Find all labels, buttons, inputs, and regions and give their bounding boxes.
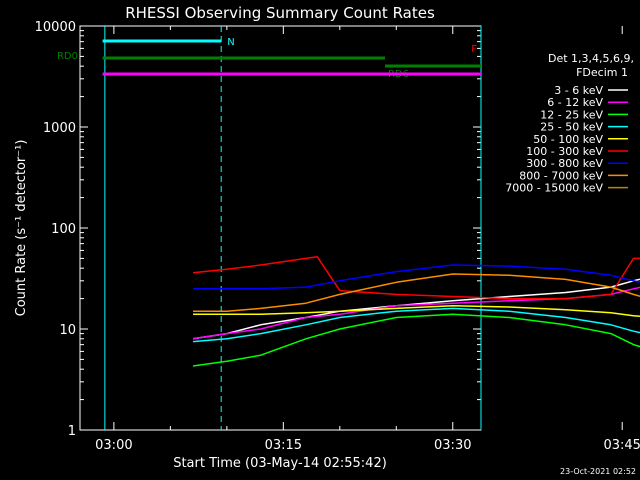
series-line <box>192 286 640 340</box>
y-tick-label: 100 <box>51 222 76 237</box>
legend-entry-label: 25 - 50 keV <box>540 121 603 134</box>
plot-frame <box>79 25 482 431</box>
annotation-bars: NFRD0RD6A1A0 <box>57 37 481 80</box>
annotation-label: F <box>471 44 477 55</box>
series-line <box>193 264 640 290</box>
legend-entry-label: 800 - 7000 keV <box>519 169 603 182</box>
legend-entry-label: 300 - 800 keV <box>526 157 603 170</box>
series-line <box>192 307 640 343</box>
series-line <box>192 255 640 300</box>
legend-entry-label: 6 - 12 keV <box>547 96 603 109</box>
legend-entry-label: 100 - 300 keV <box>526 145 603 158</box>
x-tick-label: 03:00 <box>95 438 132 453</box>
chart-title: RHESSI Observing Summary Count Rates <box>125 4 435 22</box>
x-axis-label: Start Time (03-May-14 02:55:42) <box>173 456 387 471</box>
legend-entry-label: 12 - 25 keV <box>540 108 603 121</box>
legend-title-1: Det 1,3,4,5,6,9, <box>548 52 634 65</box>
x-tick-label: 03:30 <box>434 438 471 453</box>
x-tick-label: 03:15 <box>265 438 302 453</box>
y-tick-label: 10 <box>59 323 76 338</box>
x-tick-label: 03:45 <box>603 438 640 453</box>
series-line <box>193 304 640 318</box>
series-line <box>192 313 640 367</box>
y-axis: 1 10 100 1000 10000 <box>35 20 481 439</box>
vertical-markers <box>104 26 482 430</box>
legend-entry-label: 50 - 100 keV <box>533 133 603 146</box>
annotation-label: RD0 <box>57 51 78 62</box>
y-axis-label: Count Rate (s⁻¹ detector⁻¹) <box>14 140 29 317</box>
y-tick-label: 1 <box>68 424 76 439</box>
series-lines <box>192 255 640 367</box>
legend-entry-label: 3 - 6 keV <box>554 84 603 97</box>
footer-date: 23-Oct-2021 02:52 <box>560 467 636 476</box>
series-line <box>193 273 640 312</box>
legend-entry-label: 7000 - 15000 keV <box>505 182 603 195</box>
annotation-label: N <box>227 37 234 48</box>
y-tick-label: 1000 <box>43 121 76 136</box>
legend-title-2: FDecim 1 <box>576 66 628 79</box>
y-tick-label: 10000 <box>35 20 76 35</box>
